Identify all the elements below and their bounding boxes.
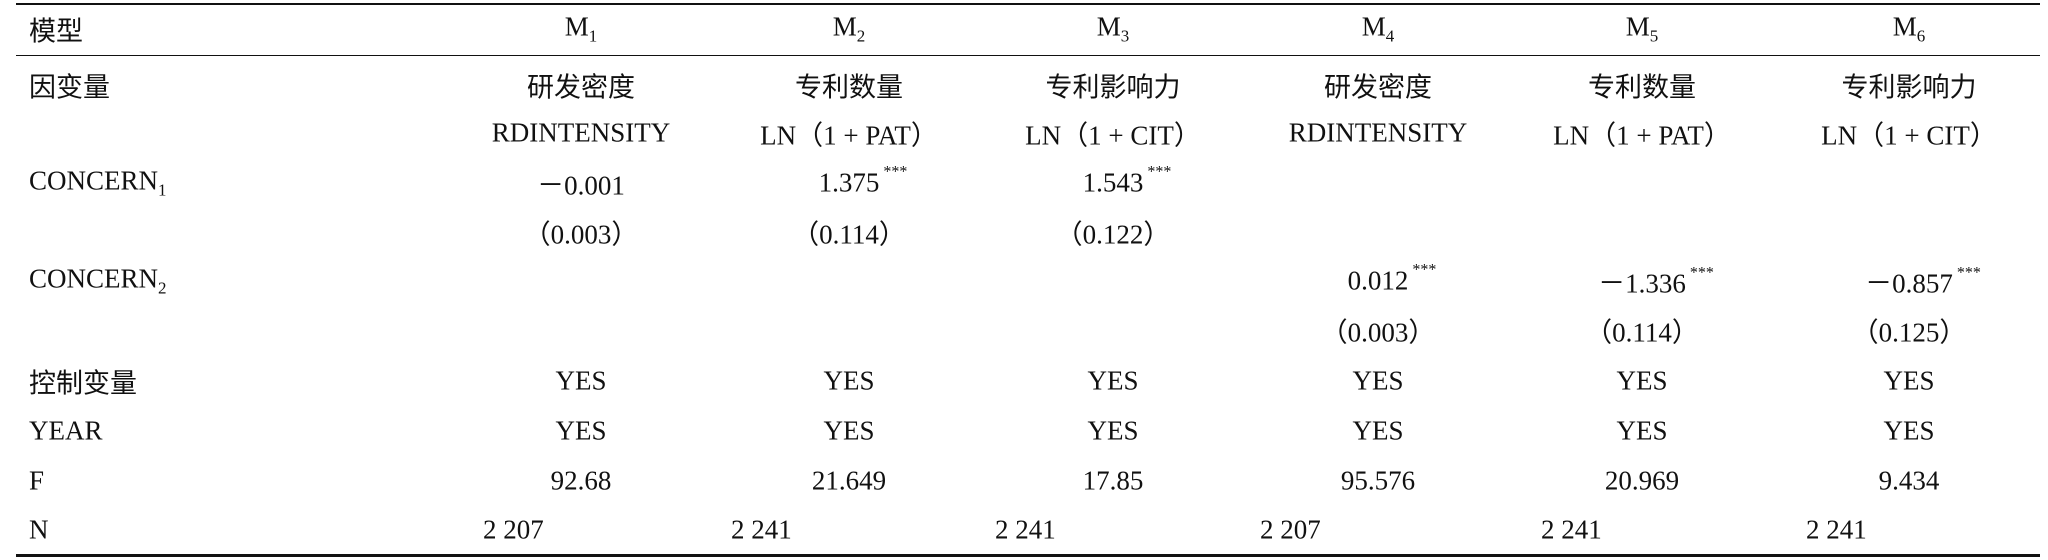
table-cell: （0.125） bbox=[1851, 317, 1967, 348]
row-label-subscript: 1 bbox=[158, 180, 167, 200]
table-cell: （0.122） bbox=[1055, 219, 1171, 250]
table-cell-wrap: －0.001 bbox=[537, 171, 625, 201]
table-cell: RDINTENSITY bbox=[491, 117, 671, 148]
table-cell-wrap: 1.375 *** bbox=[818, 164, 908, 198]
table-cell: 专利数量 bbox=[795, 72, 903, 103]
table-cell: －0.001 bbox=[537, 164, 625, 203]
row-label: 因变量 bbox=[29, 72, 110, 103]
table-cell: YES bbox=[1883, 365, 1935, 396]
header-cell-subscript: 4 bbox=[1385, 26, 1395, 46]
table-cell: （0.003） bbox=[523, 219, 639, 250]
table-cell: 20.969 bbox=[1604, 465, 1680, 496]
table-cell-wrap: 1.543 *** bbox=[1082, 164, 1172, 198]
header-cell-text: M bbox=[564, 11, 589, 42]
table-cell-value: 1.375 bbox=[818, 167, 880, 198]
table-cell: LN（1 + CIT） bbox=[1025, 120, 1201, 151]
header-rule bbox=[16, 55, 2040, 56]
top-rule bbox=[16, 3, 2040, 5]
table-cell-value: －0.001 bbox=[537, 170, 625, 201]
row-label: YEAR bbox=[29, 415, 103, 446]
table-cell: RDINTENSITY bbox=[1288, 117, 1468, 148]
header-cell-text: M bbox=[1625, 11, 1650, 42]
table-cell: YES bbox=[1352, 415, 1404, 446]
table-cell: （0.114） bbox=[792, 219, 906, 250]
table-cell: YES bbox=[823, 415, 875, 446]
table-cell: 92.68 bbox=[550, 465, 612, 496]
table-cell: 专利数量 bbox=[1588, 72, 1696, 103]
table-cell: －0.857 *** bbox=[1865, 262, 1981, 301]
header-cell: M5 bbox=[1626, 12, 1659, 47]
table-cell-value: －0.857 bbox=[1865, 268, 1953, 299]
table-cell: 2 207 bbox=[1260, 514, 1321, 545]
row-label: CONCERN2 bbox=[29, 264, 167, 299]
table-cell-wrap: －1.336 *** bbox=[1598, 265, 1714, 299]
row-label: CONCERN1 bbox=[29, 166, 167, 201]
table-cell: LN（1 + PAT） bbox=[1553, 120, 1731, 151]
table-cell: YES bbox=[823, 365, 875, 396]
significance-stars: *** bbox=[1147, 163, 1172, 181]
table-cell: （0.003） bbox=[1320, 317, 1436, 348]
table-cell: －1.336 *** bbox=[1598, 262, 1714, 301]
table-cell: 1.543 *** bbox=[1082, 164, 1172, 199]
header-cell-subscript: 6 bbox=[1916, 26, 1926, 46]
header-cell-subscript: 3 bbox=[1120, 26, 1130, 46]
table-cell: 研发密度 bbox=[527, 72, 635, 103]
table-cell: 1.375 *** bbox=[818, 164, 908, 199]
table-cell-value: 0.012 bbox=[1347, 265, 1409, 296]
header-cell: M3 bbox=[1097, 12, 1130, 47]
bottom-rule bbox=[16, 554, 2040, 557]
table-cell: 研发密度 bbox=[1324, 72, 1432, 103]
header-cell: M6 bbox=[1893, 12, 1926, 47]
table-cell: YES bbox=[1087, 415, 1139, 446]
table-cell: 0.012 *** bbox=[1347, 262, 1437, 297]
table-cell: 专利影响力 bbox=[1841, 72, 1977, 103]
header-cell: 模型 bbox=[29, 16, 83, 47]
table-cell-value: －1.336 bbox=[1598, 268, 1686, 299]
header-cell-text: M bbox=[1096, 11, 1121, 42]
table-cell: YES bbox=[1087, 365, 1139, 396]
header-cell-subscript: 2 bbox=[856, 26, 866, 46]
row-label-text: CONCERN bbox=[29, 263, 159, 294]
table-cell: LN（1 + CIT） bbox=[1821, 120, 1997, 151]
table-cell: 2 241 bbox=[731, 514, 792, 545]
header-cell-subscript: 1 bbox=[588, 26, 598, 46]
table-cell: 21.649 bbox=[811, 465, 887, 496]
header-cell-subscript: 5 bbox=[1649, 26, 1659, 46]
row-label: 控制变量 bbox=[29, 368, 137, 399]
table-cell: 2 241 bbox=[1806, 514, 1867, 545]
row-label: F bbox=[29, 465, 45, 496]
table-cell: 2 207 bbox=[483, 514, 544, 545]
header-cell-text: M bbox=[1361, 11, 1386, 42]
table-cell: 9.434 bbox=[1878, 465, 1940, 496]
significance-stars: *** bbox=[1689, 264, 1714, 282]
table-cell: YES bbox=[1352, 365, 1404, 396]
table-cell: （0.114） bbox=[1585, 317, 1699, 348]
row-label-subscript: 2 bbox=[158, 278, 167, 298]
table-cell: LN（1 + PAT） bbox=[760, 120, 938, 151]
table-cell: YES bbox=[555, 365, 607, 396]
table-cell: 17.85 bbox=[1082, 465, 1144, 496]
significance-stars: *** bbox=[1412, 261, 1437, 279]
header-cell: M1 bbox=[565, 12, 598, 47]
header-cell: M4 bbox=[1362, 12, 1395, 47]
table-cell: 95.576 bbox=[1340, 465, 1416, 496]
table-cell-value: 1.543 bbox=[1082, 167, 1144, 198]
table-cell: 2 241 bbox=[995, 514, 1056, 545]
row-label: N bbox=[29, 514, 49, 545]
table-cell: YES bbox=[1883, 415, 1935, 446]
table-cell: YES bbox=[1616, 365, 1668, 396]
significance-stars: *** bbox=[883, 163, 908, 181]
table-cell-wrap: －0.857 *** bbox=[1865, 265, 1981, 299]
table-cell: YES bbox=[555, 415, 607, 446]
row-label-text: CONCERN bbox=[29, 165, 159, 196]
table-cell: 2 241 bbox=[1541, 514, 1602, 545]
significance-stars: *** bbox=[1956, 264, 1981, 282]
table-cell: 专利影响力 bbox=[1045, 72, 1181, 103]
table-cell: YES bbox=[1616, 415, 1668, 446]
header-cell-text: M bbox=[832, 11, 857, 42]
table-cell-wrap: 0.012 *** bbox=[1347, 262, 1437, 296]
header-cell-text: M bbox=[1892, 11, 1917, 42]
header-cell: M2 bbox=[833, 12, 866, 47]
